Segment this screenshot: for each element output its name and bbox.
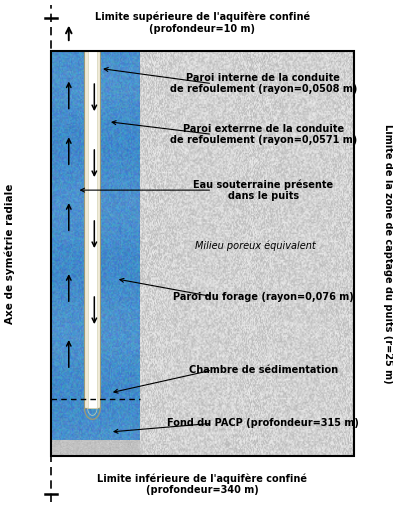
Text: Paroi interne de la conduite
de refoulement (rayon=0,0508 m): Paroi interne de la conduite de refoulem… [170,73,357,94]
Text: Fond du PACP (profondeur=315 m): Fond du PACP (profondeur=315 m) [167,418,359,428]
Bar [84,51,100,408]
Text: Axe de symétrie radiale: Axe de symétrie radiale [5,184,15,323]
Bar [51,51,354,456]
Text: Limite inférieure de l'aquifère confiné
(profondeur=340 m): Limite inférieure de l'aquifère confiné … [97,473,307,495]
Text: Limite supérieure de l'aquifère confiné
(profondeur=10 m): Limite supérieure de l'aquifère confiné … [95,12,310,34]
Text: Paroi du forage (rayon=0,076 m): Paroi du forage (rayon=0,076 m) [173,292,354,302]
Text: Paroi exterrne de la conduite
de refoulement (rayon=0,0571 m): Paroi exterrne de la conduite de refoule… [170,124,357,145]
Text: Milieu poreux équivalent: Milieu poreux équivalent [195,241,316,251]
Text: Eau souterraine présente
dans le puits: Eau souterraine présente dans le puits [193,179,333,201]
Text: Chambre de sédimentation: Chambre de sédimentation [189,365,338,375]
Bar [88,51,97,408]
Text: Limite de la zone de captage du puits (r=25 m): Limite de la zone de captage du puits (r… [383,124,393,383]
